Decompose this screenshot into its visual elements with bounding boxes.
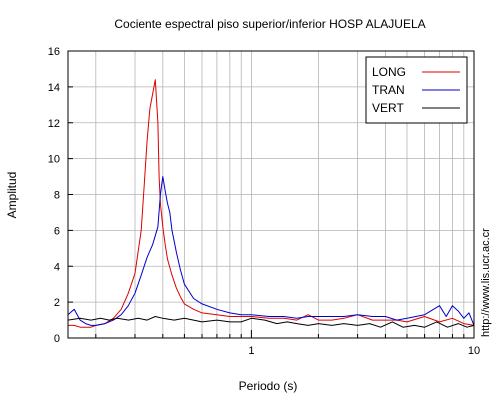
legend: LONG TRAN VERT: [365, 56, 468, 124]
chart-title: Cociente espectral piso superior/inferio…: [114, 17, 425, 31]
x-tick-label: 1: [248, 345, 254, 357]
y-tick-label: 16: [48, 46, 60, 58]
legend-items: LONG TRAN VERT: [372, 65, 460, 115]
y-tick-label: 8: [54, 190, 60, 202]
watermark-url: http://www.lis.ucr.ac.cr: [480, 228, 492, 337]
x-tick-label: 10: [468, 345, 480, 357]
y-tick-label: 0: [54, 333, 60, 345]
series-tran-line: [67, 176, 475, 326]
legend-label-long: LONG: [372, 65, 406, 79]
legend-label-tran: TRAN: [372, 83, 405, 97]
y-tick-label: 4: [54, 261, 60, 273]
x-axis-label: Periodo (s): [239, 379, 298, 393]
y-tick-label: 10: [48, 154, 60, 166]
y-axis-label: Amplitud: [5, 172, 19, 219]
y-tick-label: 14: [48, 82, 60, 94]
y-tick-label: 12: [48, 118, 60, 130]
series-layer: [67, 79, 475, 328]
axis-ticks: 0 2 4 6 8 10 12 14 16 1 10: [48, 46, 480, 357]
y-tick-label: 6: [54, 225, 60, 237]
y-tick-label: 2: [54, 297, 60, 309]
legend-label-vert: VERT: [372, 101, 404, 115]
series-long-line: [68, 79, 475, 328]
series-vert-line: [67, 316, 475, 328]
